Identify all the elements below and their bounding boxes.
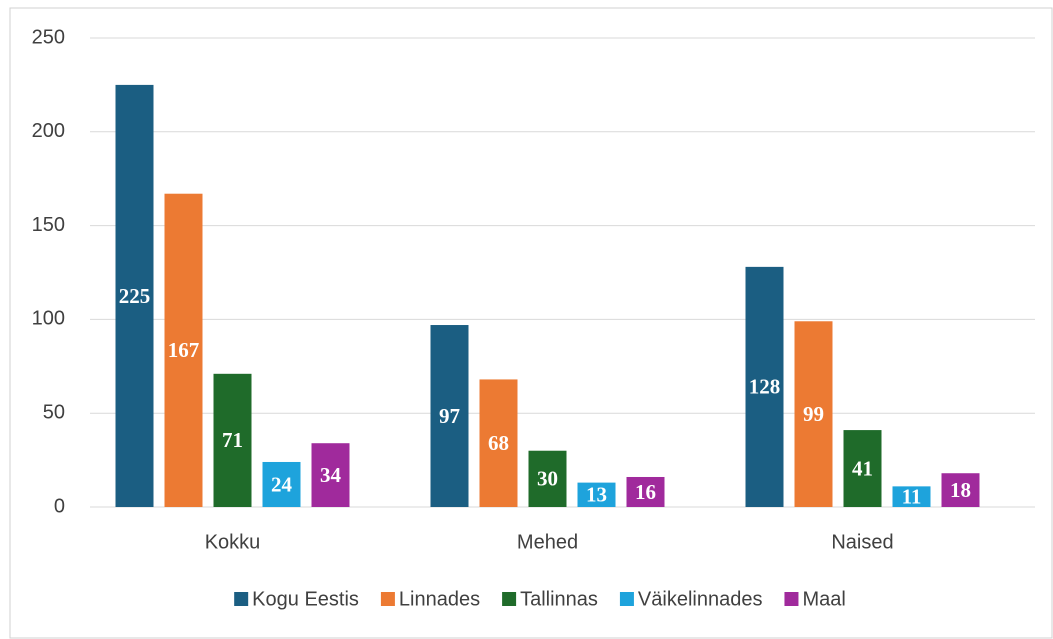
data-label: 71 xyxy=(222,428,243,452)
bar xyxy=(577,482,616,507)
bar xyxy=(430,325,469,507)
bar xyxy=(528,450,567,507)
y-tick-label: 50 xyxy=(43,401,65,423)
data-label: 24 xyxy=(271,472,293,496)
y-tick-label: 250 xyxy=(32,26,65,48)
bar xyxy=(311,443,350,507)
x-tick-label: Mehed xyxy=(517,531,578,553)
bar xyxy=(794,321,833,507)
y-tick-label: 200 xyxy=(32,120,65,142)
legend-label: Väikelinnades xyxy=(638,588,763,610)
x-tick-label: Kokku xyxy=(205,531,261,553)
data-label: 34 xyxy=(320,463,342,487)
data-label: 11 xyxy=(902,484,922,508)
legend-label: Linnades xyxy=(399,588,480,610)
x-tick-label: Naised xyxy=(831,531,893,553)
data-label: 225 xyxy=(119,284,151,308)
legend-swatch xyxy=(619,592,634,606)
bar xyxy=(479,379,518,507)
legend-label: Tallinnas xyxy=(520,588,598,610)
legend-swatch xyxy=(502,592,517,606)
data-label: 13 xyxy=(586,483,607,507)
data-label: 41 xyxy=(852,456,873,480)
bar xyxy=(745,266,784,507)
bar xyxy=(115,84,154,508)
legend-label: Maal xyxy=(802,588,845,610)
y-tick-label: 0 xyxy=(54,495,65,517)
data-label: 68 xyxy=(488,431,509,455)
bar xyxy=(164,193,203,507)
bar xyxy=(213,373,252,507)
data-label: 16 xyxy=(635,480,656,504)
data-label: 97 xyxy=(439,404,460,428)
y-tick-label: 150 xyxy=(32,214,65,236)
data-label: 167 xyxy=(168,338,200,362)
bar xyxy=(892,486,931,507)
bar xyxy=(941,473,980,507)
legend-swatch xyxy=(380,592,395,606)
data-label: 18 xyxy=(950,478,971,502)
data-label: 99 xyxy=(803,402,824,426)
y-tick-label: 100 xyxy=(32,308,65,330)
data-label: 128 xyxy=(749,375,781,399)
bar xyxy=(843,430,882,507)
legend-label: Kogu Eestis xyxy=(252,588,359,610)
bar xyxy=(626,476,665,507)
bar xyxy=(262,461,301,507)
legend-swatch xyxy=(784,592,799,606)
data-label: 30 xyxy=(537,467,558,491)
legend-swatch xyxy=(234,592,249,606)
